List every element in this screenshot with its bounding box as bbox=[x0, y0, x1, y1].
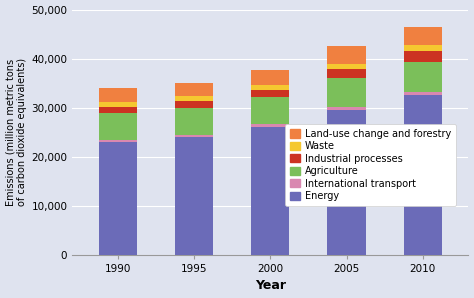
Bar bbox=[328, 107, 365, 110]
Bar bbox=[328, 69, 365, 78]
Bar bbox=[175, 96, 213, 101]
X-axis label: Year: Year bbox=[255, 280, 286, 292]
Bar bbox=[99, 102, 137, 107]
Bar bbox=[175, 83, 213, 96]
Bar bbox=[404, 45, 442, 51]
Bar bbox=[99, 142, 137, 255]
Bar bbox=[175, 101, 213, 108]
Bar bbox=[404, 27, 442, 45]
Bar bbox=[404, 95, 442, 255]
Bar bbox=[404, 51, 442, 62]
Y-axis label: Emissions (million metric tons
of carbon dioxide equivalents): Emissions (million metric tons of carbon… bbox=[6, 58, 27, 206]
Bar bbox=[175, 135, 213, 137]
Bar bbox=[99, 113, 137, 139]
Bar bbox=[251, 127, 289, 255]
Bar bbox=[175, 108, 213, 135]
Bar bbox=[328, 78, 365, 107]
Legend: Land-use change and forestry, Waste, Industrial processes, Agriculture, Internat: Land-use change and forestry, Waste, Ind… bbox=[285, 124, 456, 206]
Bar bbox=[99, 139, 137, 142]
Bar bbox=[251, 97, 289, 124]
Bar bbox=[328, 110, 365, 255]
Bar bbox=[404, 62, 442, 92]
Bar bbox=[251, 124, 289, 127]
Bar bbox=[328, 46, 365, 63]
Bar bbox=[251, 70, 289, 85]
Bar bbox=[251, 90, 289, 97]
Bar bbox=[328, 63, 365, 69]
Bar bbox=[99, 88, 137, 102]
Bar bbox=[175, 137, 213, 255]
Bar bbox=[404, 92, 442, 95]
Bar bbox=[99, 107, 137, 113]
Bar bbox=[251, 85, 289, 90]
